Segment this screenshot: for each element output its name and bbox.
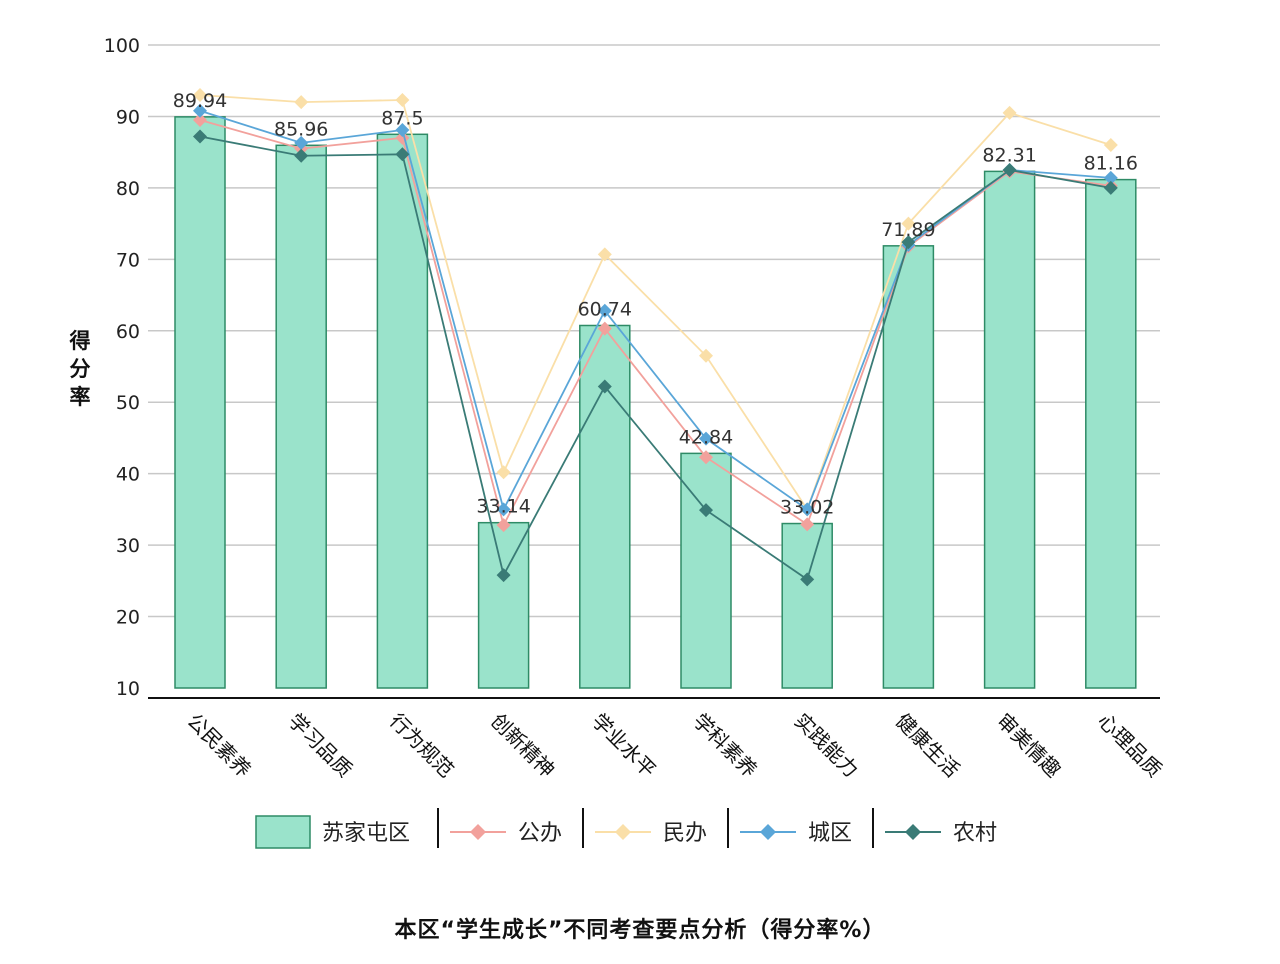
point [597,303,612,318]
legend-label: 民办 [663,821,707,846]
y-tick-label: 10 [116,678,140,700]
point [496,518,511,533]
point [800,572,815,587]
point [395,123,410,138]
point [1002,163,1017,178]
point [193,129,207,144]
bar [680,452,732,689]
bar [275,144,327,689]
legend-label: 农村 [953,821,997,846]
line-series [193,88,1118,587]
series-line [199,119,1111,528]
bar-series [174,116,1137,689]
chart-caption: 本区“学生成长”不同考查要点分析（得分率%） [394,918,886,943]
legend: 苏家屯区 公办 民办 城区 农村 [255,808,997,849]
y-tick-label: 40 [116,464,140,486]
legend-swatch-marker [760,824,776,840]
data-label: 82.31 [982,144,1036,166]
point [901,216,916,231]
point [496,502,511,517]
data-label: 71.89 [881,219,935,241]
series-line [199,109,1111,512]
point [496,465,511,480]
point [699,348,713,363]
series-line [199,94,1112,512]
point [699,431,713,446]
bar [174,116,226,689]
point [294,148,309,163]
bar [882,245,935,689]
point [1103,138,1118,153]
y-tick-label: 50 [116,392,140,414]
y-tick-label: 80 [116,178,140,200]
point [1103,170,1118,185]
point [496,568,511,583]
point [1103,180,1118,195]
y-tick-label: 20 [116,607,140,629]
x-tick-label: 心理品质 [1093,709,1167,783]
legend-swatch-marker [615,824,631,840]
x-tick-label: 行为规范 [385,709,459,783]
point [800,517,815,532]
point [800,502,815,517]
data-label: 87.5 [381,107,423,129]
bar [477,521,530,689]
legend-swatch-marker [470,824,486,840]
y-axis-label-char: 率 [70,385,91,409]
legend-swatch-marker [905,824,921,840]
y-tick-label: 90 [116,106,140,128]
point [699,450,713,465]
data-label: 60.74 [578,298,632,320]
bar [983,170,1036,689]
x-tick-label: 实践能力 [790,709,864,783]
x-tick-label: 学习品质 [284,709,358,783]
y-tick-label: 30 [116,535,140,557]
data-label: 33.14 [476,496,530,518]
series-line [199,135,1111,581]
y-tick-label: 70 [116,249,140,271]
x-tick-label: 学业水平 [587,709,661,783]
data-label: 85.96 [274,118,328,140]
legend-label: 公办 [518,821,562,846]
x-tick-label: 健康生活 [891,709,965,783]
point [395,93,410,108]
point [597,247,612,262]
y-axis-label: 得分率 [69,329,91,409]
y-axis-label-char: 分 [70,357,91,381]
data-label: 81.16 [1084,153,1138,175]
bar [376,133,429,689]
point [395,147,410,162]
point [193,103,207,118]
legend-label: 苏家屯区 [322,821,410,846]
point [294,135,309,150]
point [1002,105,1017,120]
point [193,113,207,128]
y-tick-label: 100 [104,35,140,57]
point [597,379,612,394]
legend-label: 城区 [808,821,852,846]
data-label: 42.84 [679,426,733,448]
y-tick-label: 60 [116,321,140,343]
y-axis-label-char: 得 [69,329,91,353]
data-label: 33.02 [780,497,834,519]
point [294,95,309,110]
x-axis-ticks: 公民素养 学习品质 行为规范 创新精神 学业水平 学科素养 实践能力 健康生活 审美情趣 心理品质 [182,709,1166,783]
x-tick-label: 学科素养 [688,709,762,783]
data-label: 89.94 [173,90,227,112]
point [699,503,713,518]
x-tick-label: 审美情趣 [992,709,1066,783]
x-tick-label: 公民素养 [182,709,256,783]
legend-swatch [255,815,311,849]
bar [781,522,833,689]
bar [1085,178,1137,689]
point [597,321,612,336]
data-labels: 89.94 85.96 87.5 33.14 60.74 42.84 33.02 71.89 8… [173,90,1138,519]
point [901,235,916,250]
y-axis-ticks: 10 20 30 40 50 60 70 80 90 100 [104,35,140,700]
x-tick-label: 创新精神 [486,709,560,783]
point [193,88,207,103]
